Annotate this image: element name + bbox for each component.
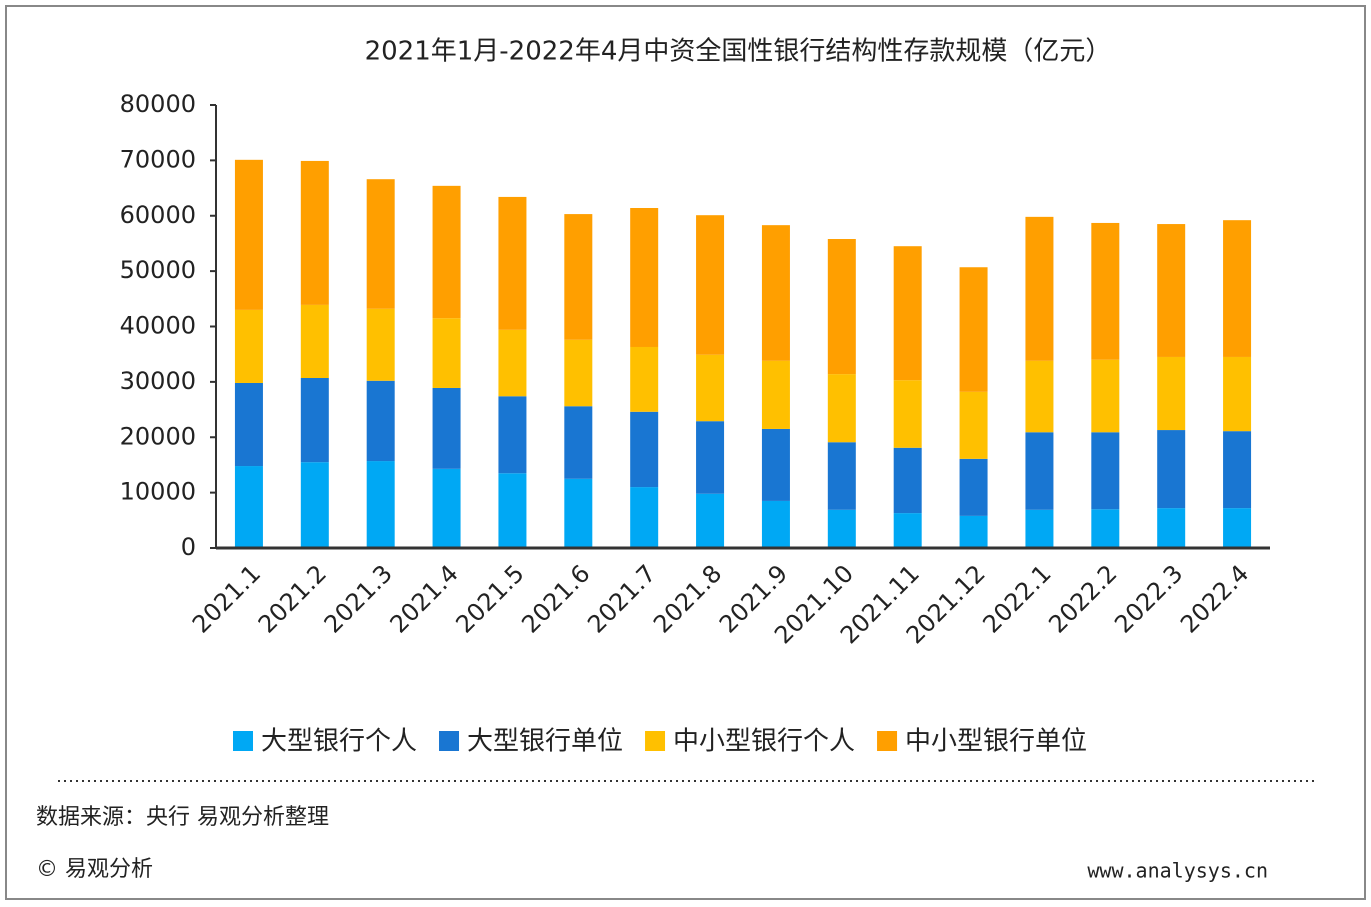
bar-segment xyxy=(234,466,263,548)
source: 数据来源：央行 易观分析整理 xyxy=(36,805,329,830)
bar-segment xyxy=(432,468,461,548)
y-tick-label: 10000 xyxy=(120,478,196,506)
bar-segment xyxy=(1157,508,1186,548)
bar-segment xyxy=(893,380,922,448)
bar-segment xyxy=(761,360,790,429)
bar-segment xyxy=(564,214,593,340)
bar-segment xyxy=(432,387,461,469)
bar-segment xyxy=(234,159,263,310)
y-tick-label: 30000 xyxy=(120,367,196,395)
bar-segment xyxy=(1091,359,1120,433)
bar-segment xyxy=(1025,432,1054,510)
bar-segment xyxy=(366,308,395,381)
bar-segment xyxy=(893,246,922,381)
y-tick-label: 50000 xyxy=(120,256,196,284)
bar-segment xyxy=(893,447,922,514)
bar-segment xyxy=(827,374,856,443)
bar-segment xyxy=(630,207,659,347)
legend-label: 大型银行单位 xyxy=(467,727,623,757)
bar-segment xyxy=(234,382,263,467)
bar-segment xyxy=(959,458,988,516)
bar-segment xyxy=(1157,224,1186,357)
legend-swatch xyxy=(439,731,460,751)
bar-segment xyxy=(366,461,395,548)
y-tick-label: 40000 xyxy=(120,312,196,340)
bar-segment xyxy=(498,329,527,397)
bar-segment xyxy=(1223,356,1252,432)
bar-segment xyxy=(432,318,461,388)
bar-segment xyxy=(630,411,659,488)
bar-segment xyxy=(1091,222,1120,360)
bar-segment xyxy=(1157,430,1186,509)
legend-swatch xyxy=(645,731,666,751)
bar-segment xyxy=(564,478,593,548)
bar-segment xyxy=(696,215,725,355)
bar-segment xyxy=(761,428,790,501)
bar-segment xyxy=(300,462,329,548)
bar-segment xyxy=(696,493,725,548)
frame xyxy=(5,5,1366,900)
bar-segment xyxy=(498,396,527,474)
bar-segment xyxy=(498,196,527,330)
bar-segment xyxy=(630,487,659,548)
bar-segment xyxy=(234,309,263,383)
legend-label: 中小型银行个人 xyxy=(673,727,855,757)
bar-segment xyxy=(761,500,790,548)
bar-segment xyxy=(761,225,790,361)
y-tick-label: 70000 xyxy=(120,145,196,173)
y-tick-label: 20000 xyxy=(120,422,196,450)
bar-segment xyxy=(893,513,922,548)
bar-segment xyxy=(827,442,856,510)
legend-label: 中小型银行单位 xyxy=(905,727,1087,757)
bar-segment xyxy=(300,304,329,378)
chart-title: 2021年1月-2022年4月中资全国性银行结构性存款规模（亿元） xyxy=(365,37,1112,67)
legend-label: 大型银行个人 xyxy=(261,727,417,757)
bar-segment xyxy=(1223,220,1252,357)
bar-segment xyxy=(366,179,395,309)
bar-segment xyxy=(564,406,593,479)
y-tick-label: 60000 xyxy=(120,201,196,229)
copyright: © 易观分析 xyxy=(36,857,153,882)
bar-segment xyxy=(1091,432,1120,510)
bar-segment xyxy=(827,239,856,375)
bar-segment xyxy=(300,160,329,305)
bar-segment xyxy=(696,421,725,494)
y-tick-label: 0 xyxy=(181,533,196,561)
bar-segment xyxy=(564,339,593,407)
bar-segment xyxy=(498,473,527,548)
bar-segment xyxy=(1025,360,1054,433)
y-tick-label: 80000 xyxy=(120,90,196,118)
legend-swatch xyxy=(233,731,253,751)
bar-segment xyxy=(696,354,725,422)
bar-segment xyxy=(1157,356,1186,431)
bar-segment xyxy=(959,515,988,548)
bar-segment xyxy=(959,267,988,392)
bar-segment xyxy=(959,391,988,459)
bar-segment xyxy=(366,380,395,462)
bar-segment xyxy=(630,346,659,412)
bar-segment xyxy=(1091,509,1120,548)
bar-segment xyxy=(1223,431,1252,509)
bar-segment xyxy=(1025,216,1054,361)
bar-segment xyxy=(1025,509,1054,548)
website: www.analysys.cn xyxy=(1087,859,1268,883)
bar-segment xyxy=(827,509,856,548)
bar-segment xyxy=(300,377,329,463)
legend-swatch xyxy=(877,731,898,751)
bar-segment xyxy=(1223,508,1252,548)
bar-segment xyxy=(432,185,461,319)
